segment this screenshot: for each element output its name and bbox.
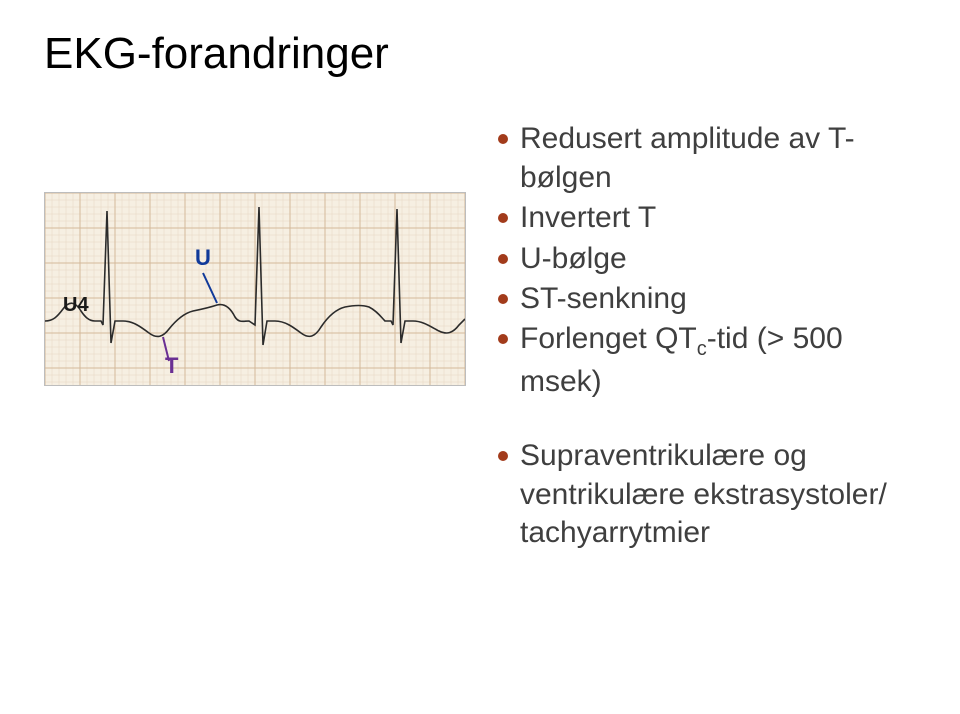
subscript-c: c [697,338,707,360]
bullets-group-1: Redusert amplitude av T-bølgen Invertert… [494,120,916,401]
list-item: Supraventrikulære og ventrikulære ekstra… [494,437,916,552]
bullet-text: ST-senkning [520,282,687,315]
ecg-label-u4: U4 [63,294,89,316]
list-item: ST-senkning [494,280,916,318]
bullet-text: Invertert T [520,201,656,234]
bullet-text: Supraventrikulære og ventrikulære ekstra… [520,439,887,549]
bullet-text: Forlenget QTc-tid (> 500 msek) [520,322,843,398]
bullets-column: Redusert amplitude av T-bølgen Invertert… [494,114,916,554]
ecg-label-t: T [165,353,179,378]
ecg-figure: U4 U T [44,192,466,386]
bullet-gap [494,403,916,437]
content-row: U4 U T Redusert amplitude av T-bølgen In… [44,114,916,554]
ecg-svg: U4 U T [45,193,465,385]
list-item: Invertert T [494,199,916,237]
list-item: U-bølge [494,240,916,278]
list-item: Redusert amplitude av T-bølgen [494,120,916,197]
slide-title: EKG-forandringer [44,30,916,78]
bullets-group-2: Supraventrikulære og ventrikulære ekstra… [494,437,916,552]
list-item: Forlenget QTc-tid (> 500 msek) [494,320,916,401]
ecg-label-u: U [195,245,211,270]
bullet-text: Redusert amplitude av T-bølgen [520,122,855,193]
slide: EKG-forandringer U4 U T Redusert amplitu… [0,0,960,714]
bullet-text: U-bølge [520,242,627,275]
ecg-frame: U4 U T [44,192,466,386]
